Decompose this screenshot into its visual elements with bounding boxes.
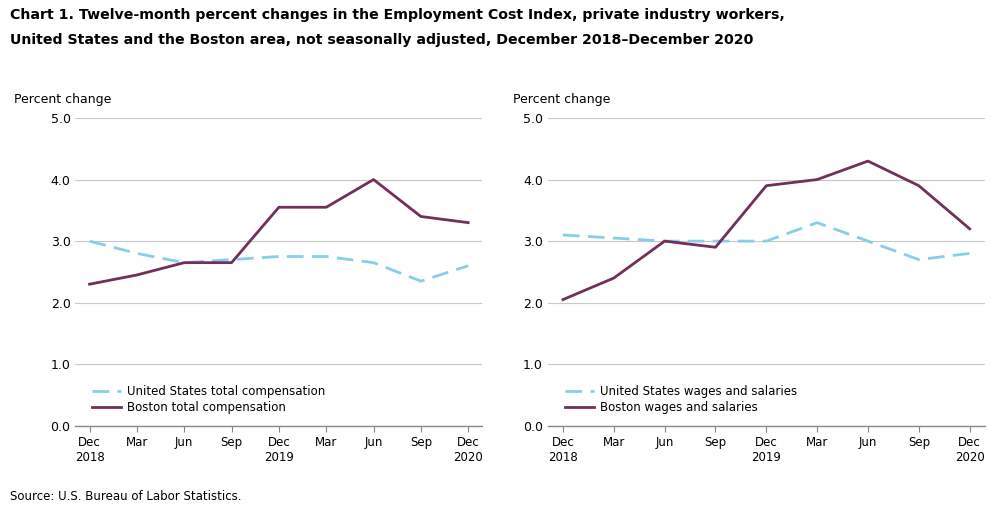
Boston wages and salaries	[710, 244, 722, 250]
Line: Boston wages and salaries: Boston wages and salaries	[563, 161, 970, 300]
Boston total compensation	[462, 220, 474, 226]
United States total compensation	[415, 278, 427, 284]
United States total compensation	[273, 253, 285, 260]
Boston wages and salaries	[608, 275, 620, 281]
Text: Source: U.S. Bureau of Labor Statistics.: Source: U.S. Bureau of Labor Statistics.	[10, 490, 241, 503]
United States wages and salaries	[862, 238, 874, 244]
United States wages and salaries	[557, 232, 569, 238]
United States total compensation	[225, 256, 237, 263]
United States total compensation	[462, 263, 474, 269]
Boston total compensation	[178, 260, 190, 266]
Boston wages and salaries	[760, 183, 772, 189]
Boston total compensation	[83, 281, 95, 287]
Boston wages and salaries	[964, 226, 976, 232]
Boston wages and salaries	[862, 158, 874, 164]
United States total compensation	[83, 238, 95, 244]
Boston wages and salaries	[658, 238, 670, 244]
Line: Boston total compensation: Boston total compensation	[89, 180, 468, 284]
United States wages and salaries	[608, 235, 620, 241]
Text: Percent change: Percent change	[513, 93, 610, 106]
Legend: United States wages and salaries, Boston wages and salaries: United States wages and salaries, Boston…	[563, 383, 800, 417]
United States total compensation	[321, 253, 333, 260]
Boston total compensation	[415, 213, 427, 220]
United States wages and salaries	[710, 238, 722, 244]
Boston wages and salaries	[913, 183, 925, 189]
Boston total compensation	[273, 204, 285, 210]
Legend: United States total compensation, Boston total compensation: United States total compensation, Boston…	[89, 383, 328, 417]
United States total compensation	[368, 260, 380, 266]
United States wages and salaries	[964, 250, 976, 256]
United States wages and salaries	[913, 256, 925, 263]
United States total compensation	[131, 250, 143, 256]
Text: Percent change: Percent change	[14, 93, 112, 106]
Line: United States wages and salaries: United States wages and salaries	[563, 223, 970, 260]
Text: United States and the Boston area, not seasonally adjusted, December 2018–Decemb: United States and the Boston area, not s…	[10, 33, 754, 47]
Boston wages and salaries	[811, 176, 823, 183]
United States wages and salaries	[658, 238, 670, 244]
Boston total compensation	[131, 272, 143, 278]
United States wages and salaries	[811, 220, 823, 226]
Boston wages and salaries	[557, 297, 569, 303]
United States wages and salaries	[760, 238, 772, 244]
Boston total compensation	[321, 204, 333, 210]
Line: United States total compensation: United States total compensation	[89, 241, 468, 281]
Boston total compensation	[225, 260, 237, 266]
Boston total compensation	[368, 176, 380, 183]
United States total compensation	[178, 260, 190, 266]
Text: Chart 1. Twelve-month percent changes in the Employment Cost Index, private indu: Chart 1. Twelve-month percent changes in…	[10, 8, 785, 22]
